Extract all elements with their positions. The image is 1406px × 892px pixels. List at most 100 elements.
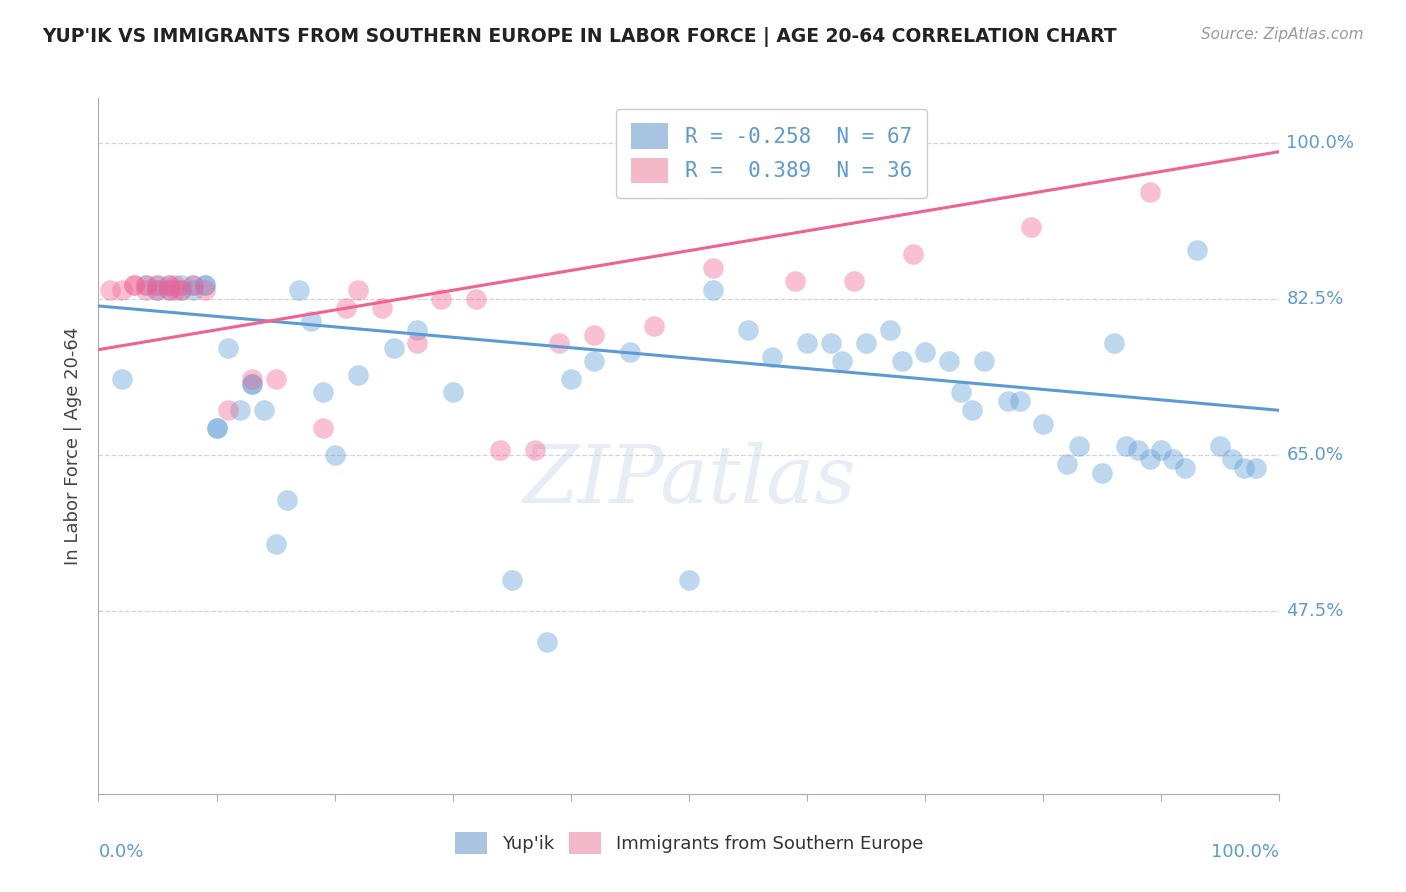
- Point: [170, 283, 193, 297]
- Point: [165, 283, 187, 297]
- Point: [312, 421, 335, 435]
- Point: [1209, 439, 1232, 453]
- Point: [890, 354, 912, 368]
- Point: [146, 283, 169, 297]
- Point: [879, 323, 901, 337]
- Point: [146, 278, 169, 293]
- Text: 47.5%: 47.5%: [1286, 602, 1344, 620]
- Point: [135, 278, 157, 293]
- Point: [170, 278, 193, 293]
- Point: [288, 283, 311, 297]
- Point: [406, 323, 429, 337]
- Point: [335, 301, 357, 315]
- Point: [181, 283, 204, 297]
- Point: [1067, 439, 1090, 453]
- Point: [938, 354, 960, 368]
- Point: [536, 635, 558, 649]
- Point: [619, 345, 641, 359]
- Point: [914, 345, 936, 359]
- Point: [583, 327, 606, 342]
- Text: 0.0%: 0.0%: [98, 843, 143, 861]
- Point: [1091, 466, 1114, 480]
- Point: [1032, 417, 1054, 431]
- Legend: R = -0.258  N = 67, R =  0.389  N = 36: R = -0.258 N = 67, R = 0.389 N = 36: [616, 109, 927, 198]
- Point: [347, 368, 370, 382]
- Point: [146, 278, 169, 293]
- Text: ZIPatlas: ZIPatlas: [522, 442, 856, 519]
- Point: [903, 247, 925, 261]
- Point: [122, 278, 145, 293]
- Point: [98, 283, 121, 297]
- Point: [181, 278, 204, 293]
- Point: [157, 283, 180, 297]
- Point: [678, 573, 700, 587]
- Point: [1174, 461, 1197, 475]
- Point: [1150, 443, 1173, 458]
- Point: [702, 283, 724, 297]
- Point: [465, 292, 488, 306]
- Point: [949, 385, 972, 400]
- Y-axis label: In Labor Force | Age 20-64: In Labor Force | Age 20-64: [65, 326, 83, 566]
- Point: [430, 292, 453, 306]
- Point: [146, 283, 169, 297]
- Point: [264, 537, 287, 551]
- Point: [157, 283, 180, 297]
- Point: [973, 354, 995, 368]
- Point: [1126, 443, 1149, 458]
- Point: [785, 274, 807, 288]
- Point: [312, 385, 335, 400]
- Point: [347, 283, 370, 297]
- Point: [406, 336, 429, 351]
- Point: [382, 341, 405, 355]
- Point: [181, 278, 204, 293]
- Point: [217, 403, 239, 417]
- Point: [855, 336, 877, 351]
- Point: [1008, 394, 1031, 409]
- Point: [796, 336, 818, 351]
- Point: [1244, 461, 1267, 475]
- Point: [1102, 336, 1125, 351]
- Point: [264, 372, 287, 386]
- Point: [240, 372, 263, 386]
- Text: 100.0%: 100.0%: [1212, 843, 1279, 861]
- Point: [323, 448, 346, 462]
- Point: [194, 278, 217, 293]
- Text: 65.0%: 65.0%: [1286, 446, 1344, 464]
- Point: [441, 385, 464, 400]
- Point: [165, 278, 187, 293]
- Point: [240, 376, 263, 391]
- Point: [240, 376, 263, 391]
- Point: [1021, 220, 1043, 235]
- Point: [205, 421, 228, 435]
- Point: [135, 283, 157, 297]
- Point: [135, 278, 157, 293]
- Point: [194, 283, 217, 297]
- Point: [560, 372, 582, 386]
- Point: [205, 421, 228, 435]
- Point: [170, 283, 193, 297]
- Point: [157, 278, 180, 293]
- Text: 100.0%: 100.0%: [1286, 134, 1354, 152]
- Point: [253, 403, 276, 417]
- Point: [831, 354, 853, 368]
- Point: [157, 278, 180, 293]
- Point: [229, 403, 252, 417]
- Point: [276, 492, 298, 507]
- Point: [1139, 452, 1161, 467]
- Point: [1220, 452, 1243, 467]
- Point: [643, 318, 665, 333]
- Point: [761, 350, 783, 364]
- Point: [501, 573, 523, 587]
- Point: [122, 278, 145, 293]
- Point: [1233, 461, 1256, 475]
- Point: [583, 354, 606, 368]
- Point: [737, 323, 759, 337]
- Text: YUP'IK VS IMMIGRANTS FROM SOUTHERN EUROPE IN LABOR FORCE | AGE 20-64 CORRELATION: YUP'IK VS IMMIGRANTS FROM SOUTHERN EUROP…: [42, 27, 1116, 46]
- Point: [1056, 457, 1078, 471]
- Point: [548, 336, 571, 351]
- Point: [997, 394, 1019, 409]
- Text: 82.5%: 82.5%: [1286, 290, 1344, 308]
- Point: [1139, 185, 1161, 199]
- Point: [524, 443, 547, 458]
- Point: [844, 274, 866, 288]
